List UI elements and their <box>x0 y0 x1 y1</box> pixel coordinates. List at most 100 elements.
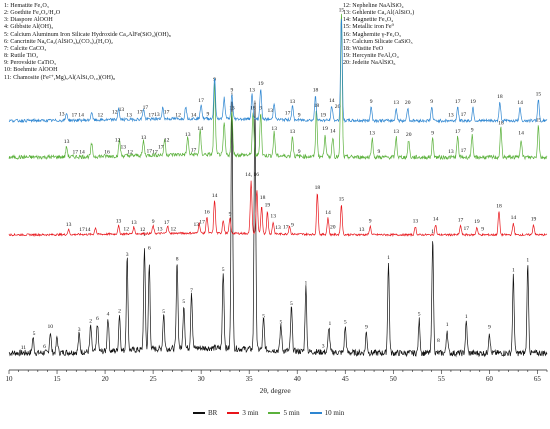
peak-label: 14 <box>325 210 331 216</box>
peak-label: 12 <box>123 227 129 233</box>
peak-label: 12 <box>171 226 177 232</box>
peak-label: 7 <box>190 288 193 294</box>
legend-label: 10 min <box>324 409 345 417</box>
peak-label: 14 <box>212 193 218 199</box>
legend-label: 5 min <box>283 409 300 417</box>
peak-label: 8 <box>176 256 179 262</box>
phase-legend-entry-right-2: 13: Gehlenite Ca₂Al(AlSiO₇) <box>343 10 415 17</box>
peak-label: 1 <box>446 322 449 328</box>
peak-label: 9 <box>291 223 294 229</box>
peak-label: 9 <box>431 130 434 136</box>
peak-label: 15 <box>339 8 345 14</box>
x-tick-label: 50 <box>390 375 398 383</box>
peak-label: 9 <box>488 325 491 331</box>
peak-label: 14 <box>191 113 197 119</box>
peak-label: 9 <box>430 99 433 105</box>
peak-label: 12 <box>98 113 104 119</box>
phase-legend-right: 12: Nepheline NaAlSiO₄ 13: Gehlenite Ca₂A… <box>343 3 548 67</box>
peak-label: 12 <box>140 227 146 233</box>
peak-label: 17 <box>152 149 158 155</box>
x-tick-label: 30 <box>198 375 206 383</box>
peak-label: 13 <box>270 214 276 220</box>
phase-legend-entry-right-9: 20: Jedeite NaAlSiO₆ <box>343 60 396 67</box>
phase-legend-entry-right-1: 12: Nepheline NaAlSiO₄ <box>343 3 404 9</box>
peak-label: 15 <box>536 92 542 98</box>
series-line-5-min <box>8 13 548 161</box>
x-tick-label: 60 <box>486 375 494 383</box>
phase-legend-entry-8: 8: Rutile TiO₂ <box>4 53 39 60</box>
peak-label: 15 <box>339 197 345 203</box>
peak-label: 9 <box>481 226 484 232</box>
peak-label: 13 <box>121 145 127 151</box>
series-line-10-min <box>8 18 548 124</box>
phase-legend-entry-2: 2: Goethite Fe₂O₃/H₂O <box>4 10 61 17</box>
peak-label: 5 <box>182 299 185 305</box>
peak-label: 20 <box>330 224 336 230</box>
peak-label: 17 <box>198 98 204 104</box>
x-tick-label: 35 <box>246 375 254 383</box>
x-axis-label: 2θ, degree <box>260 386 292 395</box>
peak-label: 17 <box>72 113 78 119</box>
x-tick-label: 65 <box>534 375 542 383</box>
peak-label: 19 <box>322 126 328 132</box>
phase-legend-entry-9: 9: Perovskite CaTiO₃ <box>4 60 57 67</box>
peak-label: 13 <box>141 135 147 141</box>
peak-label: 2 <box>118 308 121 314</box>
peak-label: 13 <box>413 218 419 224</box>
peak-label: 1 <box>305 281 308 287</box>
peak-label: 6 <box>43 344 46 350</box>
peak-label: 9 <box>369 218 372 224</box>
phase-legend-left: 1: Hematite Fe₂O₃ 2: Goethite Fe₂O₃/H₂O 3:… <box>4 3 304 82</box>
peak-label: 17 <box>285 111 291 117</box>
peak-label: 3 <box>78 327 81 333</box>
peak-label: 13 <box>185 132 191 138</box>
peak-label: 17 <box>199 219 205 225</box>
peak-label: 8 <box>437 338 440 344</box>
x-tick-label: 55 <box>438 375 446 383</box>
peak-label: 5 <box>344 319 347 325</box>
x-tick-label: 25 <box>150 375 158 383</box>
legend-label: 3 min <box>242 409 259 417</box>
peak-label: 20 <box>406 132 412 138</box>
peak-label: 13 <box>66 222 72 228</box>
peak-label: 12 <box>115 138 121 144</box>
peak-label: 5 <box>33 331 36 337</box>
phase-legend-entry-5: 5: Calcium Aluminum Iron Silicate Hydrox… <box>4 31 171 38</box>
peak-label: 17 <box>143 105 149 111</box>
peak-label: 14 <box>85 227 91 233</box>
peak-label: 1 <box>387 255 390 261</box>
peak-label: 9 <box>298 149 301 155</box>
peak-label: 18 <box>498 120 504 126</box>
peak-label: 13 <box>194 222 200 228</box>
peak-label: 11 <box>21 345 27 351</box>
x-tick-label: 45 <box>342 375 350 383</box>
peak-label: 5 <box>418 312 421 318</box>
phase-legend-entry-11: 11: Chamosite (Fe²⁺,Mg)₅Al(AlSi₃O₁₀)(OH)… <box>4 74 116 81</box>
peak-label: 14 <box>197 126 203 132</box>
peak-label: 9 <box>471 128 474 134</box>
legend-item-BR: BR <box>193 409 217 417</box>
peak-label: 13 <box>116 218 122 224</box>
peak-label: 13 <box>59 112 65 118</box>
peak-label: 13 <box>131 220 137 226</box>
peak-label: 5 <box>290 301 293 307</box>
peak-label: 14 <box>78 113 84 119</box>
peak-label: 17 <box>73 149 79 155</box>
peak-label: 1 <box>526 257 529 263</box>
peak-label: 18 <box>315 185 321 191</box>
phase-legend-entry-right-5: 16: Maghemite γ-Fe₂O₃ <box>343 31 402 38</box>
peak-label: 14 <box>433 217 439 223</box>
peak-label: 1 <box>465 314 468 320</box>
peak-label: 6 <box>96 316 99 322</box>
peak-label: 17 <box>461 112 467 118</box>
phase-legend-entry-10: 10: Boehmite AlOOH <box>4 67 58 74</box>
peak-label: 14, 16 <box>245 172 259 178</box>
peak-label: 17 <box>283 224 289 230</box>
peak-label: 13 <box>448 149 454 155</box>
legend-item-3-min: 3 min <box>227 409 258 417</box>
peak-label: 17 <box>164 220 170 226</box>
peak-label: 13 <box>448 112 454 118</box>
peak-label: 13 <box>275 225 281 231</box>
peak-label: 19 <box>470 99 476 105</box>
